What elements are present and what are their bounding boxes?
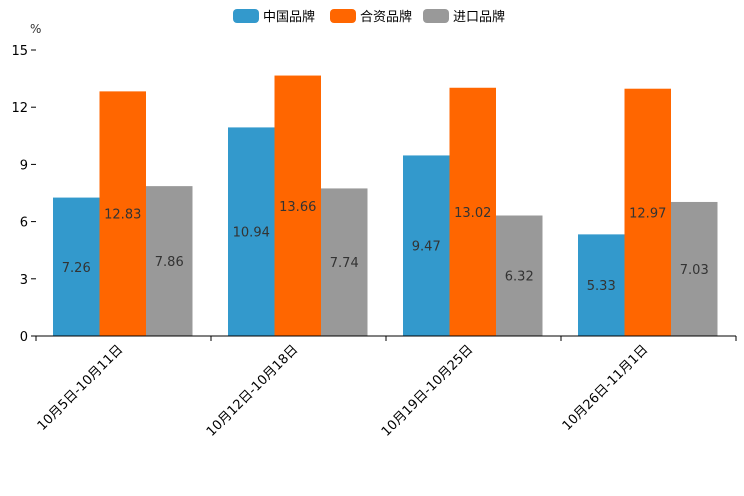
legend-label: 合资品牌 xyxy=(360,9,412,25)
bar xyxy=(146,186,193,336)
bar-value-label: 12.97 xyxy=(629,206,666,221)
x-axis: 10月5日-10月11日 10月12日-10月18日 10月19日-10月25日 10… xyxy=(35,335,737,440)
bar xyxy=(671,201,718,336)
bar-value-label: 5.33 xyxy=(587,279,616,294)
bar-value-label: 10.94 xyxy=(233,226,270,241)
legend-swatch xyxy=(233,9,259,23)
bar-value-label: 13.02 xyxy=(454,206,491,221)
bar-value-label: 12.83 xyxy=(104,208,141,223)
legend-label: 中国品牌 xyxy=(263,9,315,25)
bar xyxy=(53,197,100,336)
bar-value-label: 7.03 xyxy=(680,263,709,278)
bar-value-label: 7.74 xyxy=(330,256,359,271)
bar xyxy=(496,215,543,336)
bar xyxy=(578,234,625,336)
y-tick-label: 6 xyxy=(20,216,28,231)
bar-value-label: 7.86 xyxy=(155,255,184,270)
legend-swatch xyxy=(330,9,356,23)
bar xyxy=(449,87,496,336)
y-tick-label: 9 xyxy=(20,158,28,173)
legend-label: 进口品牌 xyxy=(453,9,505,25)
bar xyxy=(624,88,671,337)
legend: 中国品牌 合资品牌 进口品牌 xyxy=(233,9,505,25)
bars: 7.26 12.83 7.86 10.94 13.66 7.74 9.47 13.02 6.32… xyxy=(53,75,718,337)
bar-value-label: 7.26 xyxy=(62,261,91,276)
bar-value-label: 13.66 xyxy=(279,200,316,215)
x-tick-label: 10月12日-10月18日 xyxy=(204,342,301,439)
legend-swatch xyxy=(423,9,449,23)
bar xyxy=(228,127,275,336)
y-axis-unit-label: % xyxy=(30,22,41,36)
bar-value-label: 9.47 xyxy=(412,240,441,255)
x-tick-label: 10月26日-11月1日 xyxy=(560,342,652,434)
y-tick-label: 0 xyxy=(20,330,28,345)
x-tick-label: 10月5日-10月11日 xyxy=(35,342,127,434)
bar xyxy=(274,75,321,337)
bar xyxy=(321,188,368,336)
bar-value-label: 6.32 xyxy=(505,270,534,285)
y-tick-label: 3 xyxy=(20,273,28,288)
bar xyxy=(99,91,146,336)
y-tick-label: 12 xyxy=(11,101,28,116)
y-tick-label: 15 xyxy=(11,44,28,59)
bar xyxy=(403,155,450,336)
y-axis: 0 3 6 9 12 15 xyxy=(11,44,36,345)
x-tick-label: 10月19日-10月25日 xyxy=(379,342,476,439)
